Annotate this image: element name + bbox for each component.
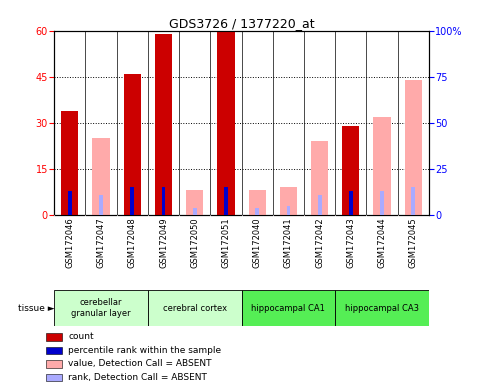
Bar xyxy=(124,74,141,215)
Text: GSM172050: GSM172050 xyxy=(190,217,199,268)
Text: GSM172047: GSM172047 xyxy=(97,217,106,268)
Title: GDS3726 / 1377220_at: GDS3726 / 1377220_at xyxy=(169,17,315,30)
Text: GSM172048: GSM172048 xyxy=(128,217,137,268)
Text: GSM172046: GSM172046 xyxy=(66,217,74,268)
Text: GSM172049: GSM172049 xyxy=(159,217,168,268)
Bar xyxy=(46,360,62,367)
Bar xyxy=(193,208,197,215)
Text: hippocampal CA3: hippocampal CA3 xyxy=(345,304,419,313)
Bar xyxy=(342,126,359,215)
Text: GSM172041: GSM172041 xyxy=(284,217,293,268)
Bar xyxy=(255,208,259,215)
Bar xyxy=(349,191,352,215)
Bar xyxy=(162,187,165,215)
Bar xyxy=(148,290,242,326)
Text: rank, Detection Call = ABSENT: rank, Detection Call = ABSENT xyxy=(68,373,207,382)
Text: GSM172043: GSM172043 xyxy=(347,217,355,268)
Bar xyxy=(99,195,103,215)
Bar xyxy=(224,187,228,215)
Text: GSM172044: GSM172044 xyxy=(378,217,387,268)
Bar xyxy=(131,187,134,215)
Bar xyxy=(286,206,290,215)
Bar xyxy=(318,195,321,215)
Text: count: count xyxy=(68,333,94,341)
Bar xyxy=(46,347,62,354)
Bar xyxy=(186,190,203,215)
Text: GSM172051: GSM172051 xyxy=(221,217,230,268)
Text: hippocampal CA1: hippocampal CA1 xyxy=(251,304,325,313)
Text: GSM172040: GSM172040 xyxy=(253,217,262,268)
Text: cerebral cortex: cerebral cortex xyxy=(163,304,227,313)
Text: GSM172042: GSM172042 xyxy=(315,217,324,268)
Bar xyxy=(155,34,172,215)
Text: value, Detection Call = ABSENT: value, Detection Call = ABSENT xyxy=(68,359,211,368)
Bar xyxy=(61,111,78,215)
Bar xyxy=(280,187,297,215)
Bar xyxy=(405,80,422,215)
Bar xyxy=(374,117,390,215)
Text: GSM172045: GSM172045 xyxy=(409,217,418,268)
Bar xyxy=(68,191,71,215)
Bar xyxy=(248,190,266,215)
Bar xyxy=(380,191,384,215)
Text: cerebellar
granular layer: cerebellar granular layer xyxy=(71,298,131,318)
Text: tissue ►: tissue ► xyxy=(18,304,54,313)
Bar xyxy=(54,290,148,326)
Bar xyxy=(412,187,415,215)
Bar xyxy=(46,333,62,341)
Text: percentile rank within the sample: percentile rank within the sample xyxy=(68,346,221,355)
Bar xyxy=(311,141,328,215)
Bar xyxy=(335,290,429,326)
Bar xyxy=(46,374,62,381)
Bar xyxy=(217,31,235,215)
Bar xyxy=(93,138,109,215)
Bar xyxy=(242,290,335,326)
